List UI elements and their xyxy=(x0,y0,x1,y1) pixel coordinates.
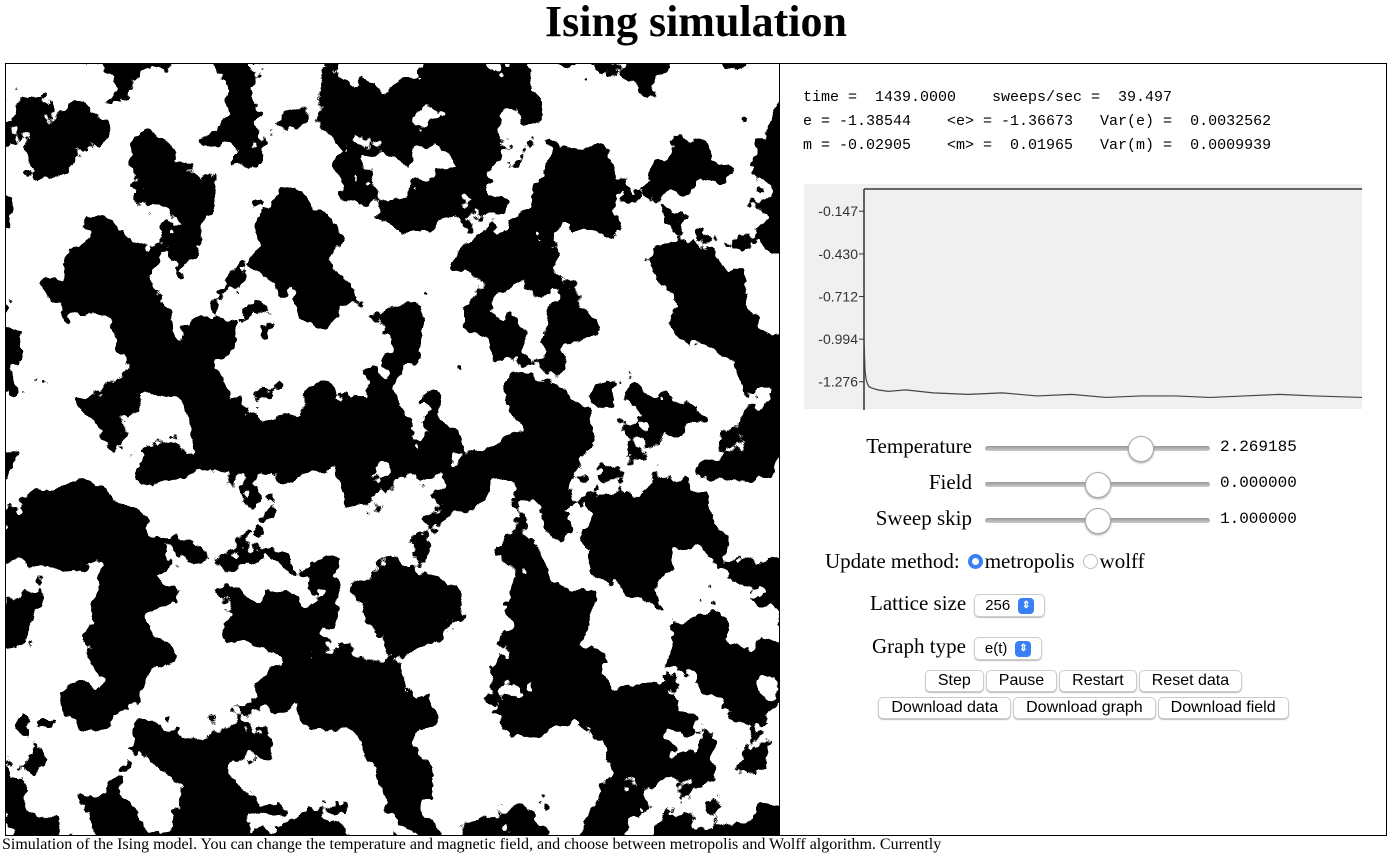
select[interactable]: 256 ⇕ xyxy=(974,594,1046,618)
stat-line: m = -0.02905 <m> = 0.01965 Var(m) = 0.00… xyxy=(803,137,1272,154)
select[interactable]: e(t) ⇕ xyxy=(973,637,1043,661)
slider-thumb[interactable] xyxy=(1085,472,1111,498)
slider-label: Field xyxy=(928,470,972,494)
select-value: 256 xyxy=(985,597,1011,614)
y-tick-label: -0.712 xyxy=(818,289,858,305)
y-tick-label: -0.430 xyxy=(818,246,858,262)
slider-row: Sweep skip 1.000000 xyxy=(780,506,1387,534)
y-tick-label: -0.147 xyxy=(818,203,858,219)
label: Update method: xyxy=(825,549,960,573)
series-line xyxy=(863,340,1363,399)
button[interactable]: Restart xyxy=(1059,670,1137,692)
slider-value: 0.000000 xyxy=(1220,474,1297,492)
button[interactable]: Reset data xyxy=(1138,670,1243,692)
title: Ising simulation xyxy=(545,0,847,46)
update-method: Update method: metropolis wolff xyxy=(825,549,1145,574)
graph-background xyxy=(804,184,1362,409)
slider-row: Field 0.000000 xyxy=(780,470,1387,498)
lattice-size: Lattice size 256 ⇕ xyxy=(870,591,1046,618)
slider-value: 2.269185 xyxy=(1220,438,1297,456)
button-row: Step Pause Restart Reset data xyxy=(780,670,1387,692)
select-value: e(t) xyxy=(984,640,1008,657)
label: Lattice size xyxy=(870,591,967,615)
footer: Simulation of the Ising model. You can c… xyxy=(2,836,942,853)
radio[interactable] xyxy=(1082,554,1098,569)
slider-thumb[interactable] xyxy=(1085,508,1111,534)
button[interactable]: Download graph xyxy=(1013,697,1156,719)
slider-label: Temperature xyxy=(866,434,972,458)
graph: -0.147 -0.430 -0.712 -0.994 -1.276 xyxy=(804,184,1363,410)
slider-row: Temperature 2.269185 xyxy=(780,434,1387,462)
control-panel: time = 1439.0000 sweeps/sec = 39.497 e =… xyxy=(780,63,1387,836)
graph-type: Graph type e(t) ⇕ xyxy=(872,634,1043,661)
lattice xyxy=(5,63,780,836)
slider-value: 1.000000 xyxy=(1220,510,1297,528)
slider-track[interactable] xyxy=(985,446,1210,451)
spin-field xyxy=(6,64,779,835)
y-tick-label: -1.276 xyxy=(818,374,858,390)
button[interactable]: Download field xyxy=(1157,697,1289,719)
slider-thumb[interactable] xyxy=(1128,436,1154,462)
stat-line: e = -1.38544 <e> = -1.36673 Var(e) = 0.0… xyxy=(803,113,1272,130)
button[interactable]: Pause xyxy=(985,670,1058,692)
option[interactable]: metropolis xyxy=(984,549,1075,573)
radio[interactable] xyxy=(967,554,983,569)
slider-label: Sweep skip xyxy=(875,506,972,530)
label: Graph type xyxy=(872,634,966,658)
button[interactable]: Step xyxy=(924,670,984,692)
stat-line: time = 1439.0000 sweeps/sec = 39.497 xyxy=(803,89,1173,106)
option[interactable]: wolff xyxy=(1099,549,1145,573)
button-row: Download data Download graph Download fiel… xyxy=(780,697,1387,719)
y-tick-label: -0.994 xyxy=(818,331,858,347)
button[interactable]: Download data xyxy=(878,697,1012,719)
